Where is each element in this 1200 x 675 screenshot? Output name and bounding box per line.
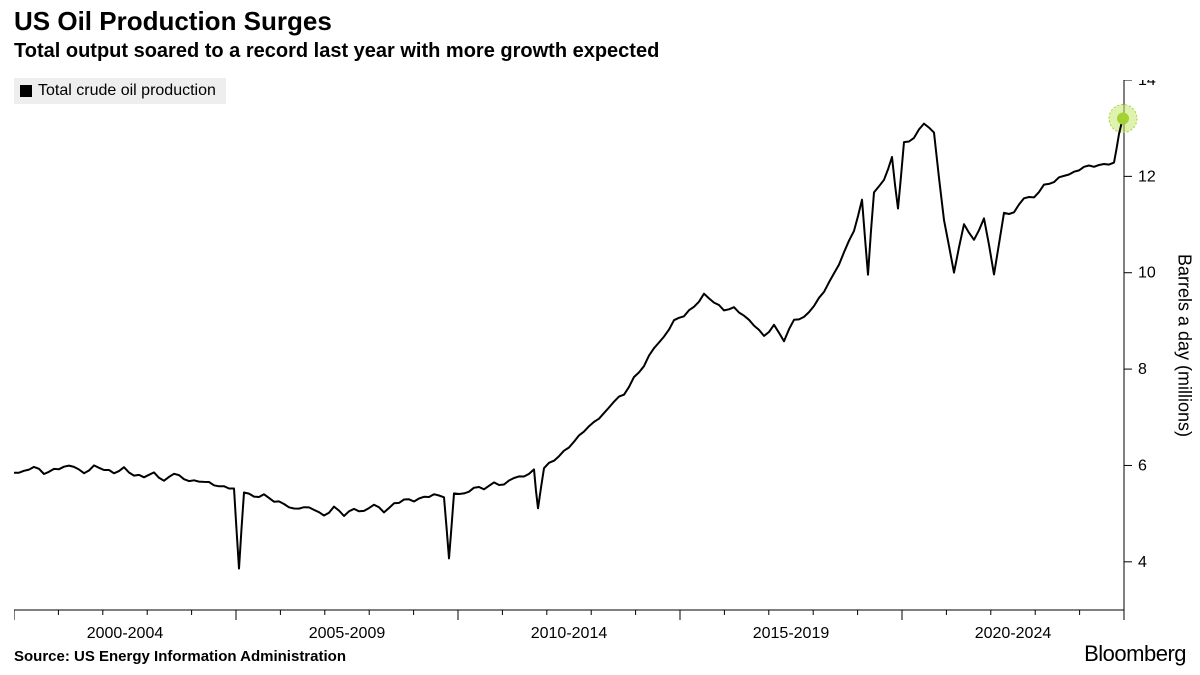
- svg-text:10: 10: [1138, 265, 1156, 282]
- svg-text:14: 14: [1138, 80, 1156, 89]
- svg-text:2020-2024: 2020-2024: [975, 625, 1052, 642]
- svg-text:2015-2019: 2015-2019: [753, 625, 830, 642]
- svg-text:12: 12: [1138, 168, 1156, 185]
- svg-text:2010-2014: 2010-2014: [531, 625, 608, 642]
- svg-text:8: 8: [1138, 361, 1147, 378]
- chart-subtitle: Total output soared to a record last yea…: [14, 40, 659, 63]
- line-chart: 4 6 8 10 12 14 2000-2004 2005-2009 2010-2014 2015…: [14, 80, 1200, 650]
- svg-text:2000-2004: 2000-2004: [87, 625, 164, 642]
- chart-title: US Oil Production Surges: [14, 6, 332, 37]
- source-text: Source: US Energy Information Administra…: [14, 648, 346, 665]
- chart-container: US Oil Production Surges Total output so…: [0, 0, 1200, 675]
- y-axis-label: Barrels a day (millions): [1174, 236, 1195, 456]
- svg-text:4: 4: [1138, 554, 1147, 571]
- svg-text:2005-2009: 2005-2009: [309, 625, 386, 642]
- svg-text:6: 6: [1138, 457, 1147, 474]
- brand-label: Bloomberg: [1084, 641, 1186, 667]
